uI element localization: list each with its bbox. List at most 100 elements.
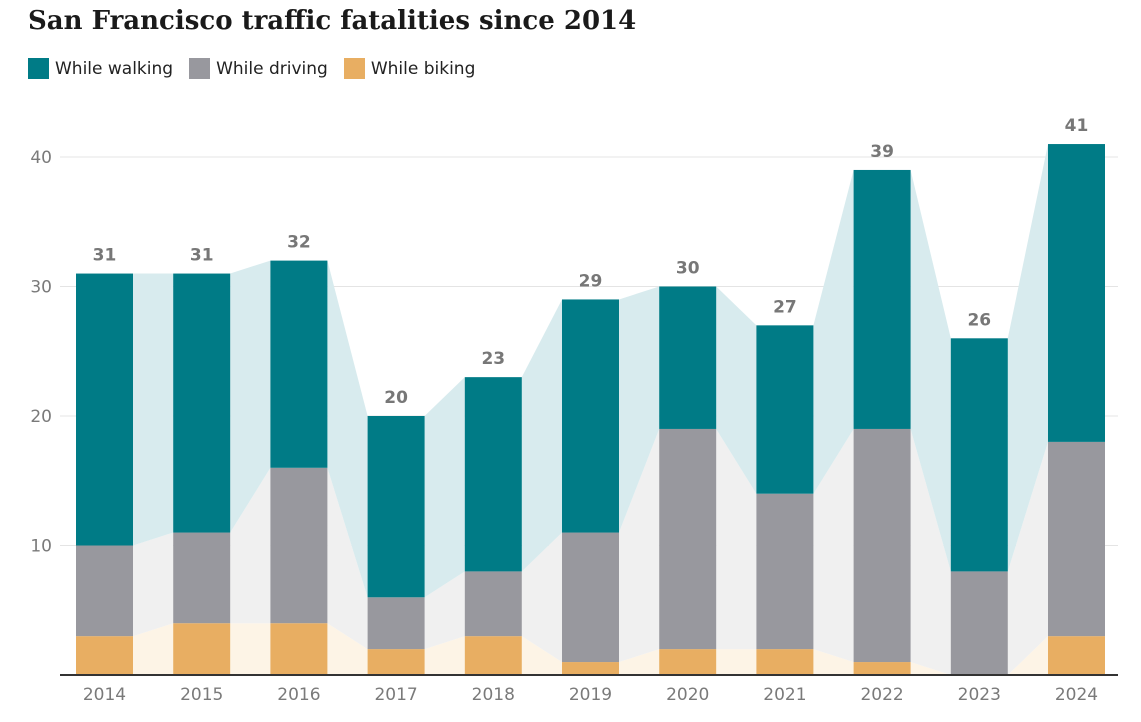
bar-segment [270,260,328,468]
bar-segment [659,428,717,650]
total-label: 26 [967,310,991,330]
x-tick-label: 2015 [180,685,223,705]
connector-area [716,286,757,494]
bar-segment [1048,636,1105,675]
bar-segment [464,636,522,675]
connector-area [230,623,271,675]
bar-segment [76,273,133,546]
legend: While walking While driving While biking [28,58,491,79]
bar-segment [853,428,911,663]
connector-area [1007,636,1048,675]
x-tick-label: 2016 [277,685,320,705]
total-label: 27 [773,297,797,317]
connector-area [424,377,465,598]
legend-item-biking: While biking [343,58,476,79]
total-label: 41 [1065,116,1089,136]
x-tick-label: 2017 [374,685,417,705]
bar-segment [950,571,1008,675]
bar-segment [950,338,1008,572]
bar-segment [367,597,425,650]
connector-area [424,636,465,675]
connector-area [1007,441,1048,675]
bar-segment [270,467,328,624]
legend-item-walking: While walking [28,58,173,79]
total-label: 29 [579,271,603,291]
x-tick-label: 2018 [472,685,515,705]
connector-area [813,428,854,663]
connector-area [521,532,562,663]
chart-title: San Francisco traffic fatalities since 2… [28,6,637,36]
legend-item-driving: While driving [189,58,328,79]
legend-label-driving: While driving [216,58,328,79]
connector-area [327,623,368,675]
bar-segment [173,623,231,675]
bar-segment [659,649,717,675]
y-tick-label-10: 10 [30,537,52,557]
total-label: 39 [870,142,894,162]
connector-area [230,467,271,624]
bar-segment [562,532,619,663]
connector-area [619,428,660,663]
x-tick-label: 2021 [763,685,806,705]
bar-segment [756,649,814,675]
total-label: 23 [481,349,505,369]
connector-area [813,649,854,675]
x-tick-label: 2014 [83,685,126,705]
x-tick-label: 2020 [666,685,709,705]
bar-segment [756,325,814,494]
total-label: 30 [676,259,700,279]
y-tick-label-20: 20 [30,407,52,427]
x-tick-label: 2022 [860,685,903,705]
bar-segment [270,623,328,675]
bar-segment [367,416,425,598]
bar-segment [76,636,133,675]
bar-segment [173,532,231,624]
bar-segment [367,649,425,675]
legend-swatch-walking [28,58,49,79]
total-label: 31 [190,246,214,266]
connector-area [230,260,271,533]
bar-segment [756,493,814,650]
connector-area [1007,144,1048,572]
bar-segment [173,273,231,533]
connector-area [521,636,562,675]
y-tick-label-30: 30 [30,278,52,298]
connector-area [619,286,660,533]
bar-segment [76,545,133,637]
x-tick-label: 2019 [569,685,612,705]
x-tick-label: 2023 [958,685,1001,705]
bar-segment [1048,441,1105,637]
bar-segment [464,377,522,572]
bar-segment [562,299,619,533]
connector-area [910,662,951,675]
connector-area [521,299,562,572]
bar-segment [1048,144,1105,442]
legend-swatch-biking [343,58,365,79]
legend-label-biking: While biking [370,58,476,79]
total-label: 31 [93,246,117,266]
connector-area [133,623,174,675]
x-tick-label: 2024 [1055,685,1098,705]
legend-swatch-driving [189,58,211,79]
total-label: 20 [384,388,408,408]
connector-area [716,428,757,650]
total-label: 32 [287,233,311,253]
connector-area [619,649,660,675]
connector-area [327,467,368,650]
bar-segment [562,662,619,675]
connector-area [327,260,368,598]
connector-area [133,273,174,546]
bar-segment [659,286,717,429]
y-tick-label-40: 40 [30,148,52,168]
connector-area [424,571,465,650]
connector-area [910,428,951,675]
bar-segment [464,571,522,637]
connector-area [813,169,854,494]
bar-segment [853,169,911,429]
connector-area [910,169,951,572]
bar-segment [853,662,911,675]
connector-area [716,649,757,675]
connector-area [133,532,174,637]
legend-label-walking: While walking [55,58,174,79]
